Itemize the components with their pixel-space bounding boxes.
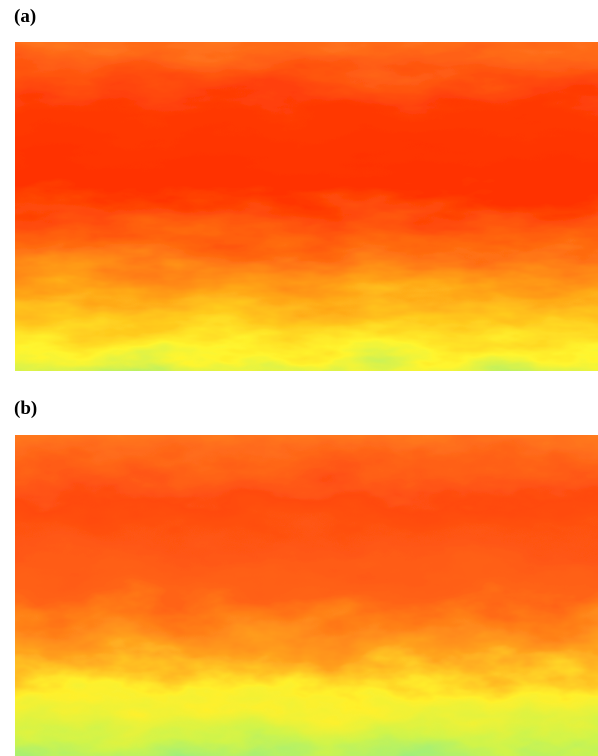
panel-label: (b) [14,398,38,419]
panel-label: (a) [14,6,37,27]
color-texture [15,435,598,756]
color-texture [15,42,598,371]
field-image [15,435,598,756]
field-image [15,42,598,371]
